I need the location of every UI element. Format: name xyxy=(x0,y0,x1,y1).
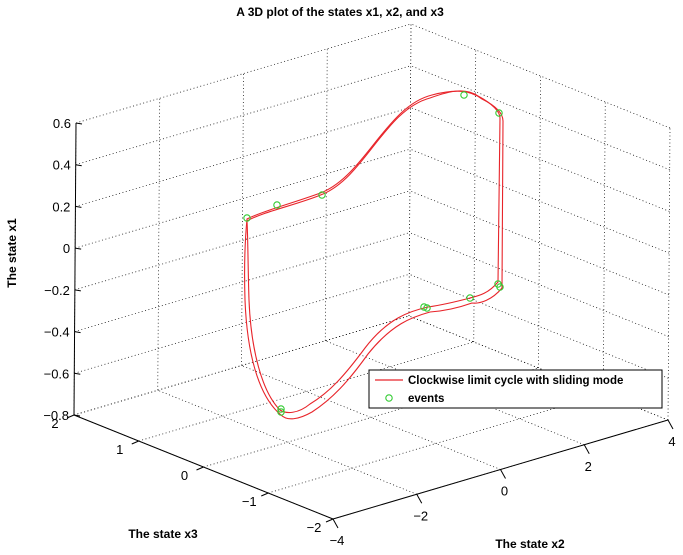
y-tick-label: −2 xyxy=(307,520,322,535)
x-tick xyxy=(583,444,590,454)
event-marker xyxy=(495,109,503,117)
z-tick xyxy=(74,289,81,292)
y-tick xyxy=(261,492,269,497)
z-tick-label: −0.6 xyxy=(44,366,70,381)
z-tick-label: 0.2 xyxy=(52,199,70,214)
grid-line xyxy=(409,273,669,379)
event-marker xyxy=(466,294,474,302)
event-marker xyxy=(460,91,468,99)
x-tick-label: −2 xyxy=(413,508,428,523)
grid-line xyxy=(602,101,606,395)
limit-cycle-line xyxy=(244,90,504,420)
legend-label-events: events xyxy=(408,393,444,405)
y-tick xyxy=(131,440,139,445)
event-marker xyxy=(420,303,428,311)
y-tick xyxy=(196,466,204,471)
grid-line xyxy=(73,315,410,416)
z-tick xyxy=(73,414,81,417)
axes xyxy=(66,122,674,529)
event-marker xyxy=(496,283,504,291)
y-tick-label: 1 xyxy=(116,442,123,457)
event-marker xyxy=(318,191,326,199)
y-tick-label: −1 xyxy=(242,494,257,509)
event-marker xyxy=(243,214,251,222)
x-tick-label: 4 xyxy=(668,434,675,449)
legend-box xyxy=(368,369,663,409)
grid-line xyxy=(74,190,410,291)
z-axis-label: The state x1 xyxy=(5,218,19,288)
grid-line xyxy=(241,73,244,366)
z-tick-label: 0.4 xyxy=(53,158,71,173)
grid-line xyxy=(75,65,411,166)
x-tick xyxy=(500,469,506,479)
grid-line xyxy=(667,127,671,421)
limit-cycle-curves xyxy=(244,90,504,420)
x-tick xyxy=(332,518,339,529)
z-tick-label: 0 xyxy=(63,241,70,256)
limit-cycle-line xyxy=(246,90,501,414)
grid-line xyxy=(408,23,412,317)
z-tick xyxy=(74,331,81,334)
grid-line xyxy=(74,273,410,374)
z-tick-label: −0.2 xyxy=(44,283,70,298)
x-tick-label: 2 xyxy=(585,459,592,474)
z-tick xyxy=(75,247,82,250)
z-axis-line xyxy=(73,122,77,416)
grid-line xyxy=(268,393,604,494)
legend: Clockwise limit cycle with sliding mode … xyxy=(368,369,663,409)
z-tick xyxy=(75,122,83,125)
event-marker xyxy=(277,408,285,416)
event-marker xyxy=(273,201,281,209)
y-axis-label: The state x3 xyxy=(128,527,198,541)
grid-line xyxy=(75,107,411,207)
x-axis-label: The state x2 xyxy=(495,537,565,551)
z-tick-label: −0.8 xyxy=(43,408,69,423)
event-markers xyxy=(243,91,504,416)
grid-line xyxy=(138,341,474,442)
y-tick-label: 2 xyxy=(51,416,58,431)
grid-line xyxy=(157,98,161,391)
chart-title: A 3D plot of the states x1, x2, and x3 xyxy=(236,5,444,19)
z-tick-label: 0.6 xyxy=(53,116,71,131)
grid-line xyxy=(538,75,541,369)
z-tick xyxy=(75,164,82,167)
legend-marker-swatch xyxy=(385,394,393,402)
x-tick-label: 0 xyxy=(501,484,508,499)
y-tick xyxy=(325,518,334,523)
grid xyxy=(73,23,671,520)
z-tick xyxy=(75,205,82,208)
grid-line xyxy=(74,232,410,332)
grid-line xyxy=(408,23,412,317)
grid-line xyxy=(75,23,412,124)
x-tick xyxy=(667,419,674,430)
x-tick xyxy=(416,494,423,504)
legend-label-curve: Clockwise limit cycle with sliding mode xyxy=(408,375,623,387)
y-tick-label: 0 xyxy=(181,468,188,483)
x-tick-label: −4 xyxy=(330,533,345,548)
y-tick xyxy=(66,414,75,419)
event-marker xyxy=(277,405,285,413)
z-tick-label: −0.4 xyxy=(44,325,70,340)
z-tick xyxy=(74,372,81,375)
grid-line xyxy=(75,148,411,249)
